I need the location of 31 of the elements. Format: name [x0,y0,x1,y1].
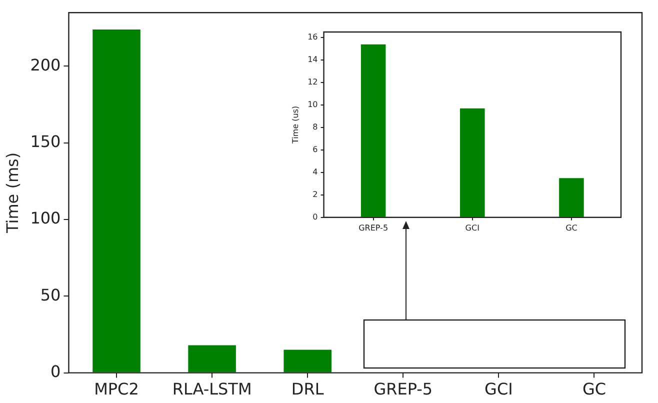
y-tick-label: 8 [312,122,318,132]
y-tick-label: 6 [312,145,318,154]
x-tick-label: RLA-LSTM [172,380,252,399]
x-tick-label: DRL [291,380,324,399]
y-tick-label: 50 [40,285,61,304]
x-tick-label: GREP-5 [374,380,433,399]
x-tick-label: GC [566,223,578,232]
y-axis-title: Time (us) [290,106,300,145]
x-tick-label: MPC2 [94,380,139,399]
y-tick-label: 0 [50,362,61,381]
x-tick-label: GCI [484,380,513,399]
y-tick-label: 10 [308,100,318,110]
x-tick-label: GREP-5 [358,223,388,232]
y-tick-label: 2 [312,190,318,200]
y-tick-label: 100 [30,208,61,228]
y-tick-label: 14 [308,55,318,64]
y-tick-label: 0 [312,212,318,222]
x-tick-label: GCI [465,223,480,232]
bar [188,345,236,372]
y-tick-label: 4 [312,168,318,177]
bar [559,178,584,217]
y-axis-title: Time (ms) [2,152,22,234]
bar [92,29,140,372]
y-tick-label: 16 [308,32,318,42]
bar [284,350,332,372]
y-tick-label: 150 [30,132,61,152]
bar [360,44,386,217]
y-tick-label: 200 [30,55,61,74]
x-tick-label: GC [582,380,606,399]
y-tick-label: 12 [308,78,318,87]
bar [460,108,485,217]
